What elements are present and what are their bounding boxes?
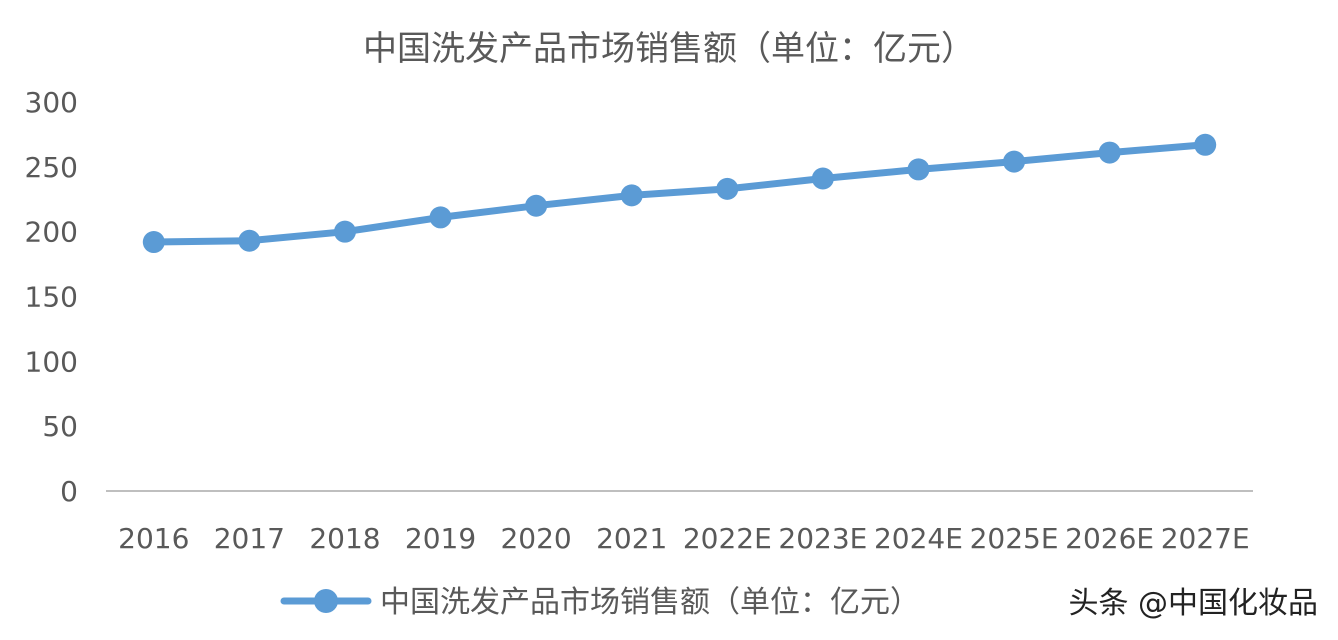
data-point — [1194, 133, 1217, 156]
y-tick-label: 100 — [25, 345, 78, 378]
x-tick-label: 2027E — [1161, 522, 1250, 555]
data-point — [333, 220, 356, 243]
x-tick-label: 2021 — [596, 522, 667, 555]
data-point — [1098, 141, 1121, 164]
data-point — [1003, 150, 1026, 173]
x-tick-label: 2020 — [500, 522, 571, 555]
y-tick-label: 200 — [25, 216, 78, 249]
x-axis: 2016 2017 2018 2019 2020 2021 2022E 2023E 2024E 2… — [118, 522, 1250, 555]
x-tick-label: 2024E — [874, 522, 963, 555]
y-axis: 0 50 100 150 200 250 300 — [25, 86, 78, 508]
legend: 中国洗发产品市场销售额（单位：亿元） — [280, 585, 920, 620]
y-tick-label: 250 — [25, 151, 78, 184]
chart-title: 中国洗发产品市场销售额（单位：亿元） — [363, 29, 975, 69]
x-tick-label: 2019 — [405, 522, 476, 555]
data-point — [238, 229, 261, 252]
series-line — [150, 141, 1209, 246]
x-tick-label: 2022E — [683, 522, 772, 555]
y-tick-label: 50 — [42, 410, 78, 443]
x-tick-label: 2026E — [1065, 522, 1154, 555]
data-point — [907, 158, 930, 181]
y-tick-label: 300 — [25, 86, 78, 119]
x-tick-label: 2018 — [309, 522, 380, 555]
data-point — [525, 194, 548, 217]
series-group — [142, 133, 1217, 254]
data-point — [429, 206, 452, 229]
data-point — [620, 184, 643, 207]
data-point — [811, 167, 834, 190]
x-tick-label: 2025E — [970, 522, 1059, 555]
x-tick-label: 2016 — [118, 522, 189, 555]
x-tick-label: 2023E — [778, 522, 867, 555]
y-tick-label: 0 — [60, 475, 78, 508]
legend-label: 中国洗发产品市场销售额（单位：亿元） — [380, 585, 920, 620]
x-tick-label: 2017 — [214, 522, 285, 555]
watermark-text: 头条 @中国化妆品 — [1068, 586, 1318, 621]
y-tick-label: 150 — [25, 281, 78, 314]
data-point — [142, 231, 165, 254]
data-point — [716, 177, 739, 200]
legend-marker — [314, 589, 338, 613]
